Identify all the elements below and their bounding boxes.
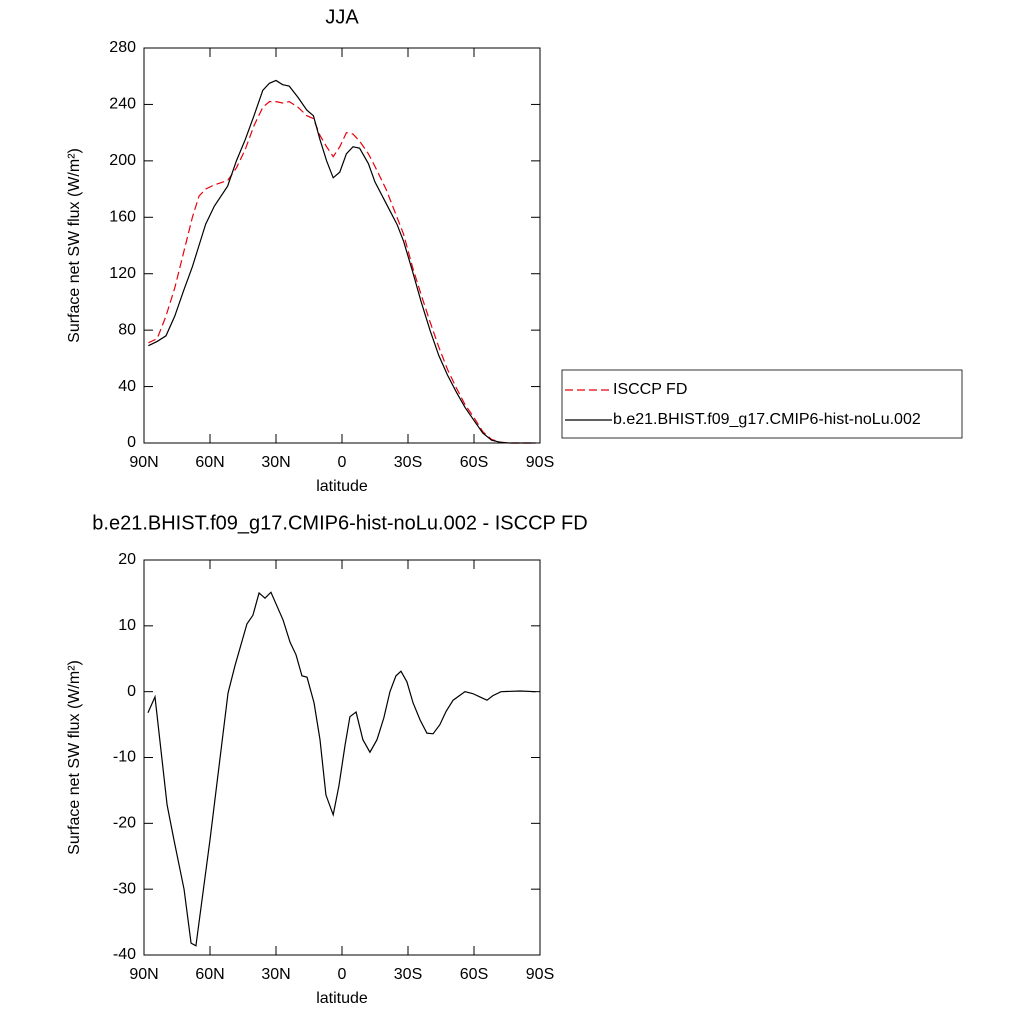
x-tick-label: 90N [129,454,158,471]
y-tick-label: 80 [118,321,136,338]
x-tick-label: 30S [394,454,422,471]
y-tick-label: 40 [118,378,136,395]
x-tick-label: 60N [195,966,224,983]
plot-frame [143,47,541,444]
data-line [147,591,536,947]
y-axis-label: Surface net SW flux (W/m²) [66,148,83,343]
y-tick-label: 240 [109,96,136,113]
y-tick-label: -10 [113,749,136,766]
y-tick-label: 0 [127,683,136,700]
legend-label: ISCCP FD [613,381,687,398]
y-tick-label: -30 [113,880,136,897]
y-tick-label: -20 [113,815,136,832]
legend-label: b.e21.BHIST.f09_g17.CMIP6-hist-noLu.002 [613,411,921,428]
x-tick-label: 90S [526,454,554,471]
x-tick-label: 0 [338,454,347,471]
x-axis-label: latitude [316,990,368,1007]
y-tick-label: 160 [109,209,136,226]
x-tick-label: 30N [261,966,290,983]
y-tick-label: 0 [127,434,136,451]
y-tick-label: 10 [118,617,136,634]
y-tick-label: 20 [118,551,136,568]
chart-title: JJA [325,6,359,28]
chart-title: b.e21.BHIST.f09_g17.CMIP6-hist-noLu.002 … [92,512,587,534]
y-tick-label: 280 [109,39,136,56]
x-tick-label: 60N [195,454,224,471]
legend-box [561,369,963,439]
x-tick-label: 60S [460,966,488,983]
y-tick-label: 200 [109,152,136,169]
x-tick-label: 30S [394,966,422,983]
y-tick-label: -40 [113,946,136,963]
data-line [148,100,536,444]
y-axis-label: Surface net SW flux (W/m²) [66,660,83,855]
x-tick-label: 90S [526,966,554,983]
plot-frame [143,559,541,956]
data-line [148,79,536,444]
y-tick-label: 120 [109,265,136,282]
x-tick-label: 90N [129,966,158,983]
x-axis-label: latitude [316,478,368,495]
x-tick-label: 30N [261,454,290,471]
x-tick-label: 60S [460,454,488,471]
x-tick-label: 0 [338,966,347,983]
